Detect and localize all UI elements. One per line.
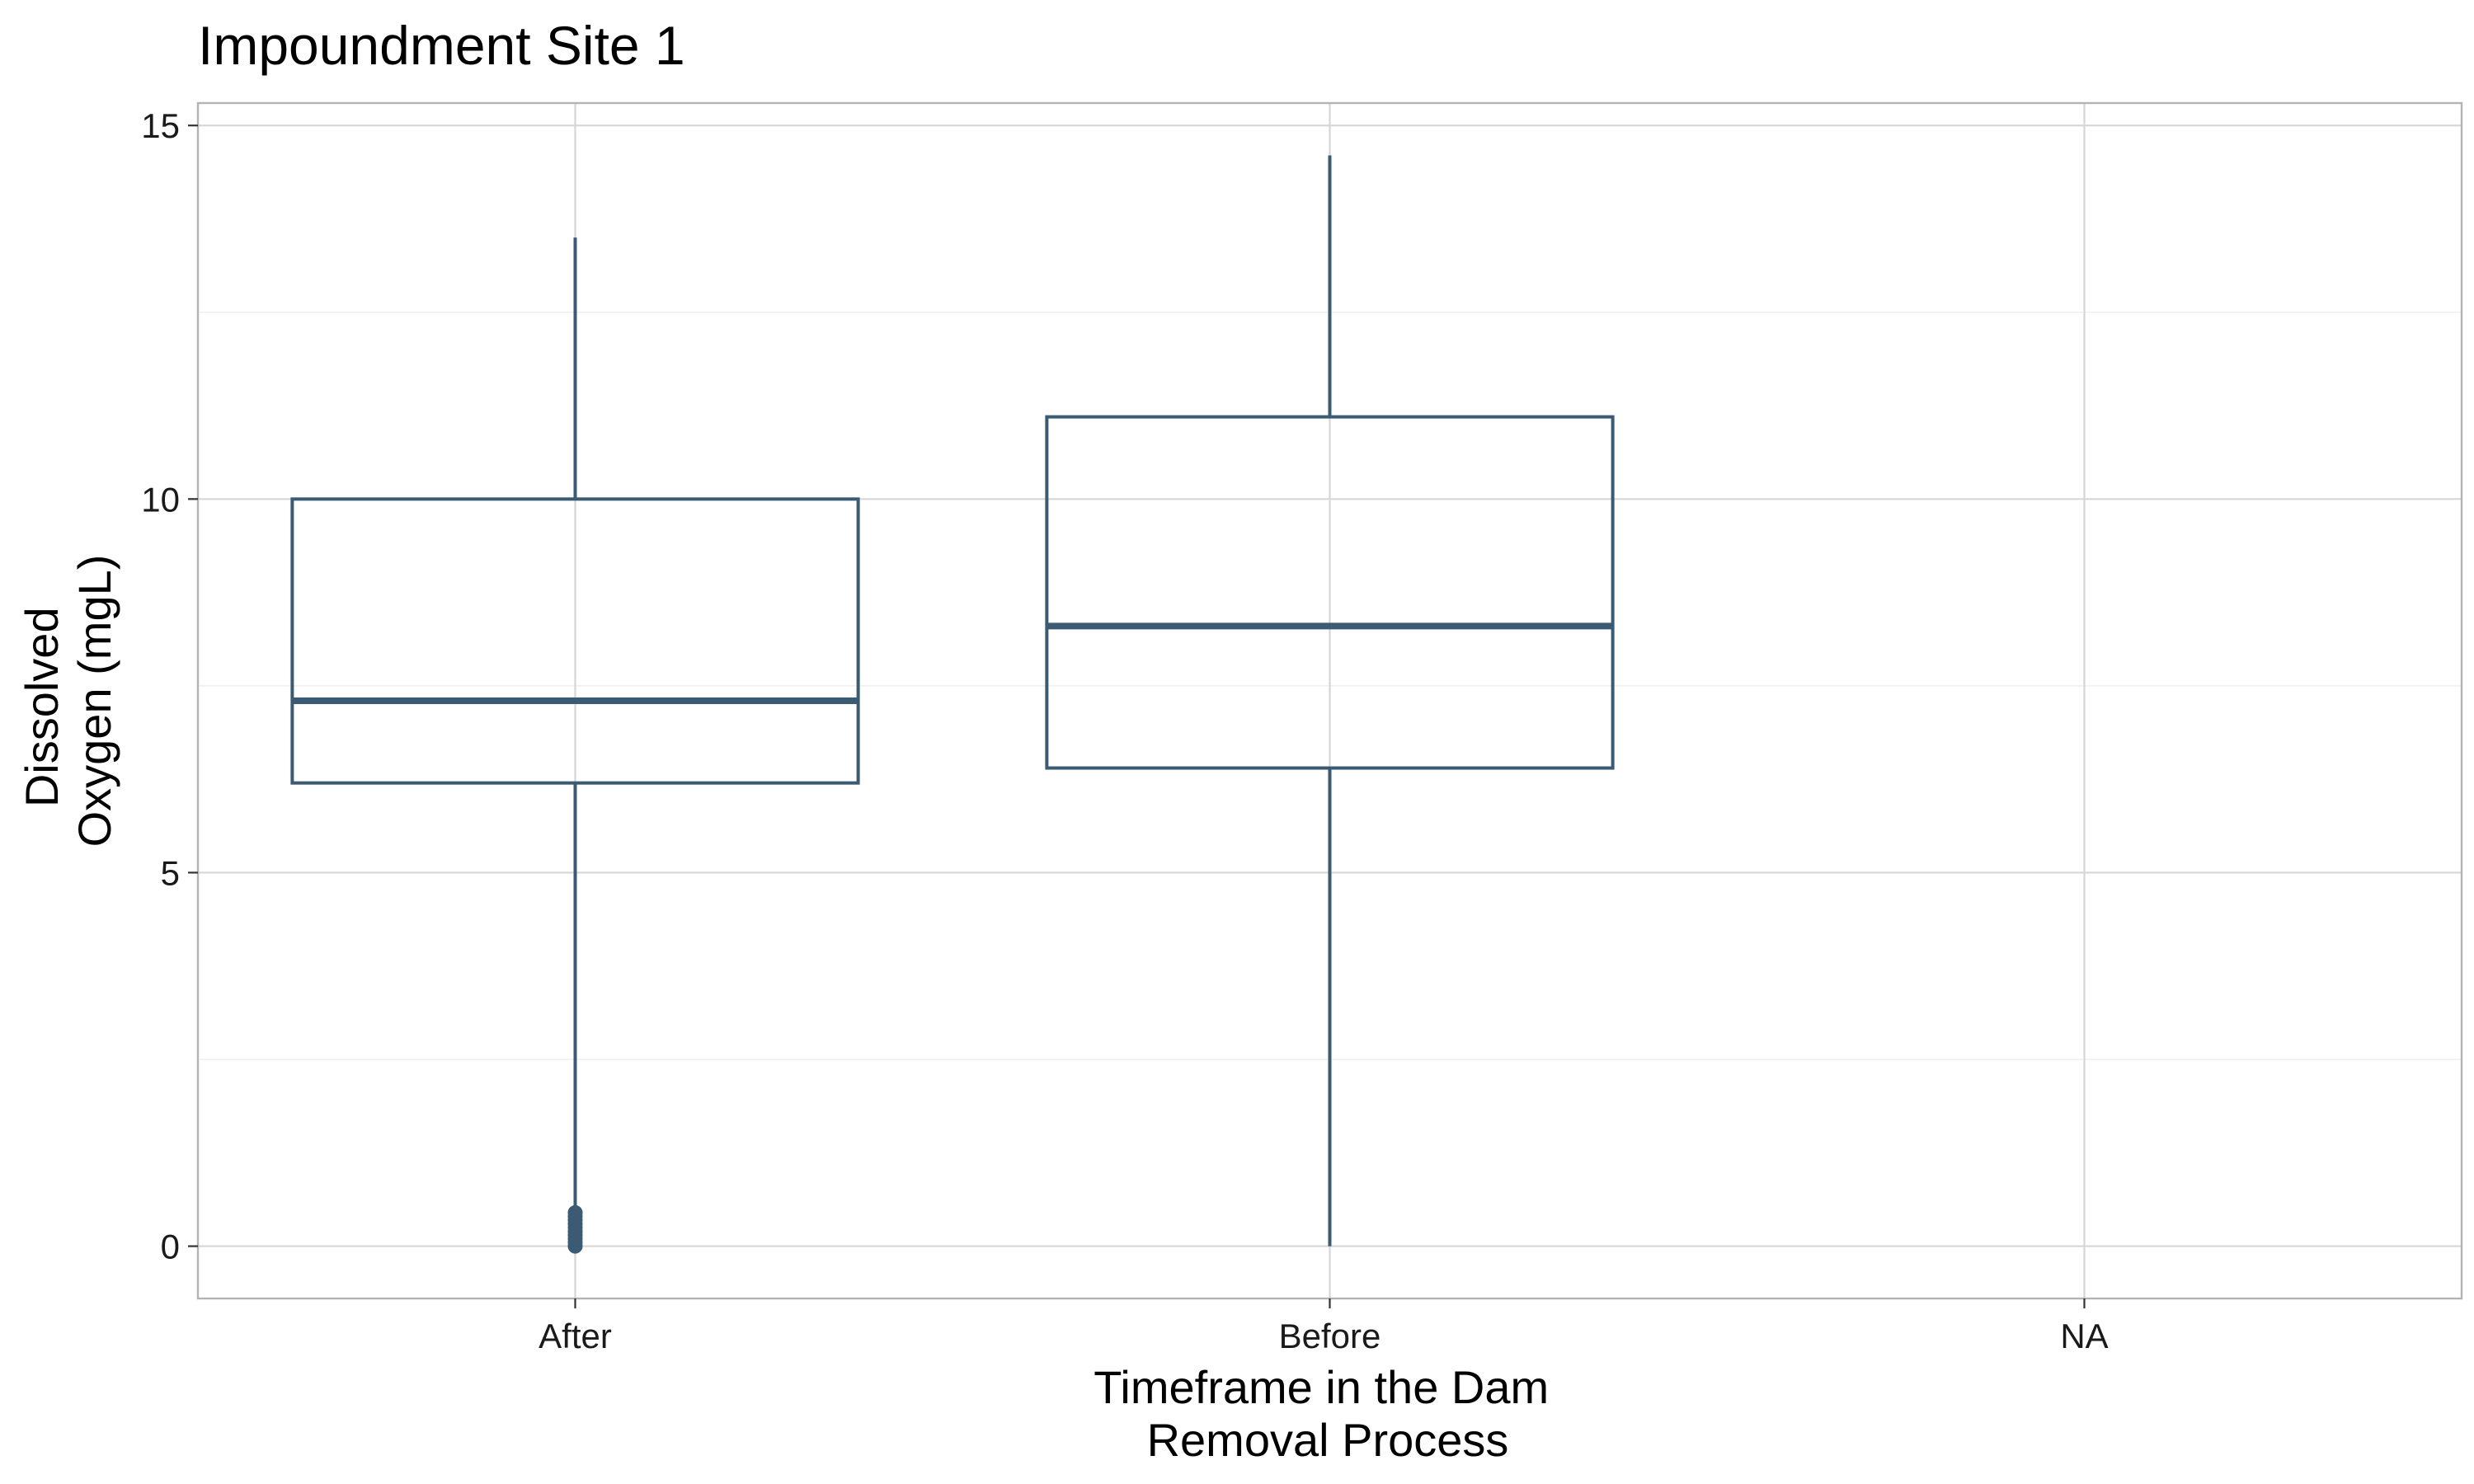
y-axis: 0 5 10 15 bbox=[141, 106, 198, 1266]
box-iqr bbox=[290, 497, 860, 785]
x-axis-title-line-1: Timeframe in the Dam bbox=[1094, 1361, 1549, 1413]
box-after bbox=[290, 237, 860, 1254]
x-axis-title-line-2: Removal Process bbox=[1147, 1414, 1509, 1466]
x-tick-label: NA bbox=[2060, 1317, 2108, 1355]
y-tick-label: 5 bbox=[161, 853, 180, 892]
box-iqr bbox=[1045, 415, 1615, 770]
x-axis-title: Timeframe in the Dam Removal Process bbox=[1094, 1361, 1561, 1466]
y-axis-title-line-1: Dissolved bbox=[16, 607, 68, 807]
chart-title: Impoundment Site 1 bbox=[198, 15, 685, 76]
y-tick-label: 10 bbox=[141, 480, 180, 519]
boxes bbox=[290, 155, 1615, 1254]
y-tick-label: 15 bbox=[141, 106, 180, 145]
y-tick-label: 0 bbox=[161, 1228, 180, 1266]
y-axis-title-line-2: Oxygen (mgL) bbox=[68, 555, 120, 848]
x-tick-label: Before bbox=[1279, 1317, 1381, 1355]
outlier-point bbox=[567, 1205, 583, 1220]
x-tick-label: After bbox=[539, 1317, 612, 1355]
x-axis: After Before NA bbox=[539, 1298, 2109, 1355]
box-before bbox=[1045, 155, 1615, 1247]
y-axis-title: Dissolved Oxygen (mgL) bbox=[16, 555, 120, 848]
